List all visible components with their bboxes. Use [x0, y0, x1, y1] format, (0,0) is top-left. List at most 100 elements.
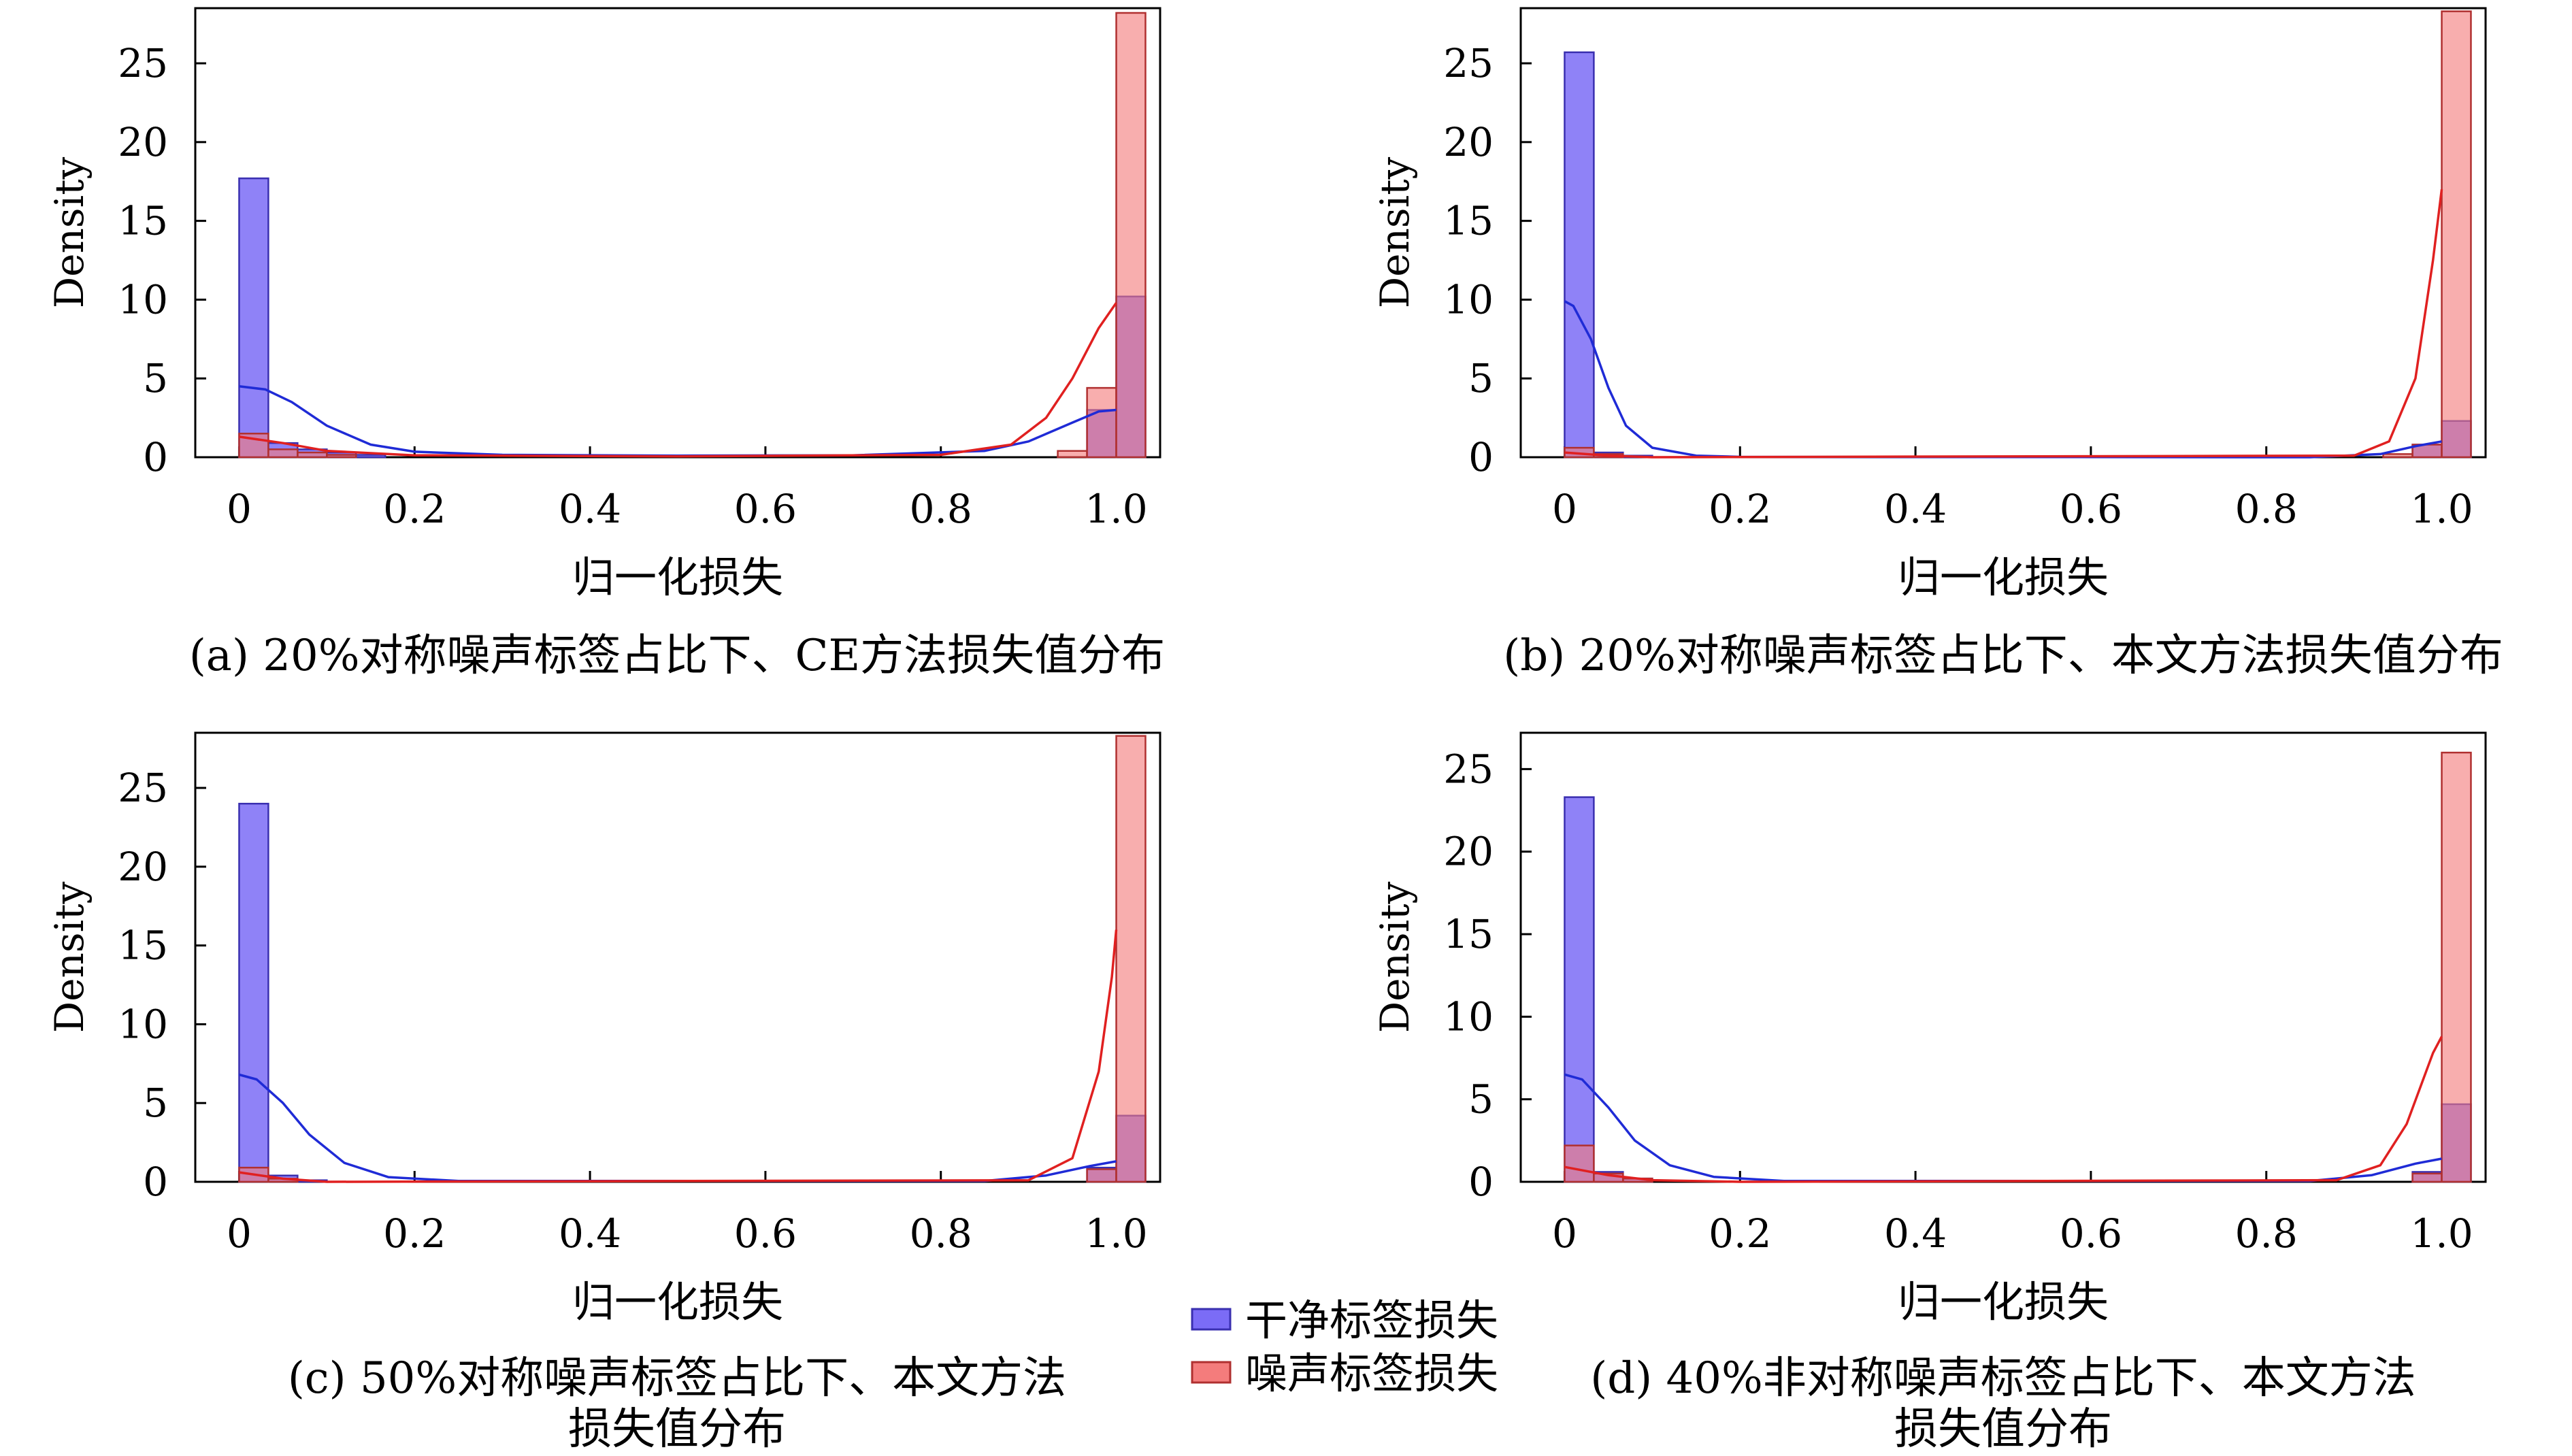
x-tick-label: 0.2 [383, 1210, 446, 1257]
bar-clean [238, 802, 269, 1183]
x-tick-label: 0.8 [910, 1210, 972, 1257]
kde-line-noisy [1564, 1036, 2443, 1183]
plot-frame [194, 731, 1161, 1183]
kde-line-clean [1564, 300, 2442, 459]
x-tick-label: 1.0 [1085, 1210, 1147, 1257]
bar-noisy [2382, 453, 2413, 459]
bar-noisy [2411, 1172, 2443, 1183]
panel-b: 0 5 10 15 20 25 0 0.2 0.4 0.6 0.8 1.0 归一化损失 Density (b… [1372, 7, 2503, 681]
kde-line-noisy [239, 929, 1118, 1183]
bar-noisy [267, 448, 299, 459]
bar-noisy [1057, 450, 1088, 459]
x-tick-label: 0.8 [2235, 1210, 2298, 1257]
y-axis-label: Density [46, 881, 93, 1033]
bar-noisy [1115, 12, 1147, 459]
panel-a: 0 5 10 15 20 25 0 0.2 0.4 0.6 0.8 1.0 归一化损失 Density (a… [46, 7, 1165, 681]
x-axis-label: 归一化损失 [1898, 1277, 2109, 1327]
y-tick-label: 25 [118, 40, 168, 86]
y-tick-label: 5 [143, 355, 168, 401]
x-axis-label: 归一化损失 [572, 552, 783, 602]
y-tick-label: 0 [1468, 434, 1494, 480]
bar-noisy [1086, 386, 1117, 459]
panel-caption: 损失值分布 [1894, 1404, 2112, 1455]
y-tick-label: 0 [1468, 1159, 1494, 1205]
bar-clean [1564, 51, 1595, 459]
bar-noisy [1086, 1168, 1117, 1183]
y-tick-label: 5 [143, 1080, 168, 1126]
y-axis-label: Density [1372, 156, 1418, 308]
legend-swatch-noisy [1191, 1361, 1232, 1384]
panel-caption: (d) 40%非对称噪声标签占比下、本文方法 [1590, 1353, 2416, 1404]
y-tick-label: 10 [118, 276, 168, 322]
x-tick-label: 0.4 [1884, 486, 1947, 532]
panel-caption: (c) 50%对称噪声标签占比下、本文方法 [288, 1353, 1066, 1404]
y-tick-label: 20 [1443, 829, 1494, 875]
legend-label-clean: 干净标签损失 [1245, 1295, 1498, 1345]
x-tick-label: 0.2 [383, 486, 446, 532]
y-tick-label: 25 [1443, 746, 1494, 792]
x-tick-label: 0.4 [559, 1210, 621, 1257]
x-tick-label: 0.4 [559, 486, 621, 532]
x-tick-label: 0.6 [2060, 1210, 2122, 1257]
y-tick-label: 20 [118, 119, 168, 165]
y-tick-label: 10 [1443, 276, 1494, 322]
panel-caption: (b) 20%对称噪声标签占比下、本文方法损失值分布 [1503, 631, 2503, 681]
plot-frame [1519, 731, 2487, 1183]
x-tick-label: 0 [227, 1210, 252, 1257]
x-axis-label: 归一化损失 [572, 1277, 783, 1327]
kde-line-noisy [239, 302, 1117, 458]
y-tick-label: 20 [118, 844, 168, 890]
plot-frame [194, 7, 1161, 459]
y-axis-label: Density [1372, 881, 1418, 1033]
kde-line-clean [239, 1073, 1117, 1182]
x-tick-label: 0 [1552, 486, 1577, 532]
y-tick-label: 0 [143, 434, 168, 480]
kde-line-noisy [1564, 189, 2443, 459]
panel-caption: (a) 20%对称噪声标签占比下、CE方法损失值分布 [189, 631, 1165, 681]
x-tick-label: 0.6 [2060, 486, 2122, 532]
kde-line-clean [1564, 1073, 2442, 1182]
x-tick-label: 0 [227, 486, 252, 532]
y-tick-label: 10 [1443, 993, 1494, 1040]
x-tick-label: 1.0 [2410, 1210, 2473, 1257]
y-tick-label: 10 [118, 1001, 168, 1047]
y-tick-label: 25 [1443, 40, 1494, 86]
x-tick-label: 1.0 [2410, 486, 2473, 532]
legend-label-noisy: 噪声标签损失 [1245, 1349, 1498, 1398]
panel-caption: 损失值分布 [568, 1404, 786, 1455]
y-tick-label: 15 [1443, 198, 1494, 244]
bar-clean [238, 177, 269, 459]
x-tick-label: 0.8 [2235, 486, 2298, 532]
y-tick-label: 15 [1443, 911, 1494, 957]
x-tick-label: 0.8 [910, 486, 972, 532]
x-tick-label: 0.6 [734, 1210, 797, 1257]
y-tick-label: 15 [118, 198, 168, 244]
plot-frame [1519, 7, 2487, 459]
bar-noisy [1564, 1144, 1595, 1183]
x-tick-label: 0.2 [1709, 486, 1771, 532]
x-tick-label: 0.6 [734, 486, 797, 532]
bar-noisy [1115, 735, 1147, 1183]
bar-noisy [2441, 10, 2472, 459]
y-tick-label: 5 [1468, 1076, 1494, 1123]
y-tick-label: 15 [118, 923, 168, 969]
bar-noisy [326, 454, 357, 459]
legend: 干净标签损失 噪声标签损失 [1191, 1295, 1498, 1398]
x-tick-label: 0 [1552, 1210, 1577, 1257]
x-tick-label: 0.4 [1884, 1210, 1947, 1257]
y-tick-label: 25 [118, 765, 168, 811]
y-tick-label: 0 [143, 1159, 168, 1205]
panel-c: 0 5 10 15 20 25 0 0.2 0.4 0.6 0.8 1.0 归一化损失 Density (c… [46, 731, 1161, 1455]
x-axis-label: 归一化损失 [1898, 552, 2109, 602]
y-tick-label: 5 [1468, 355, 1494, 401]
bar-clean [355, 454, 386, 459]
y-axis-label: Density [46, 156, 93, 308]
y-tick-label: 20 [1443, 119, 1494, 165]
bar-clean [1564, 796, 1595, 1183]
x-tick-label: 0.2 [1709, 1210, 1771, 1257]
bar-noisy [297, 451, 328, 459]
panel-d: 0 5 10 15 20 25 0 0.2 0.4 0.6 0.8 1.0 归一化损失 Density (d… [1372, 731, 2487, 1455]
bar-noisy [2441, 751, 2472, 1183]
kde-line-clean [239, 385, 1117, 457]
